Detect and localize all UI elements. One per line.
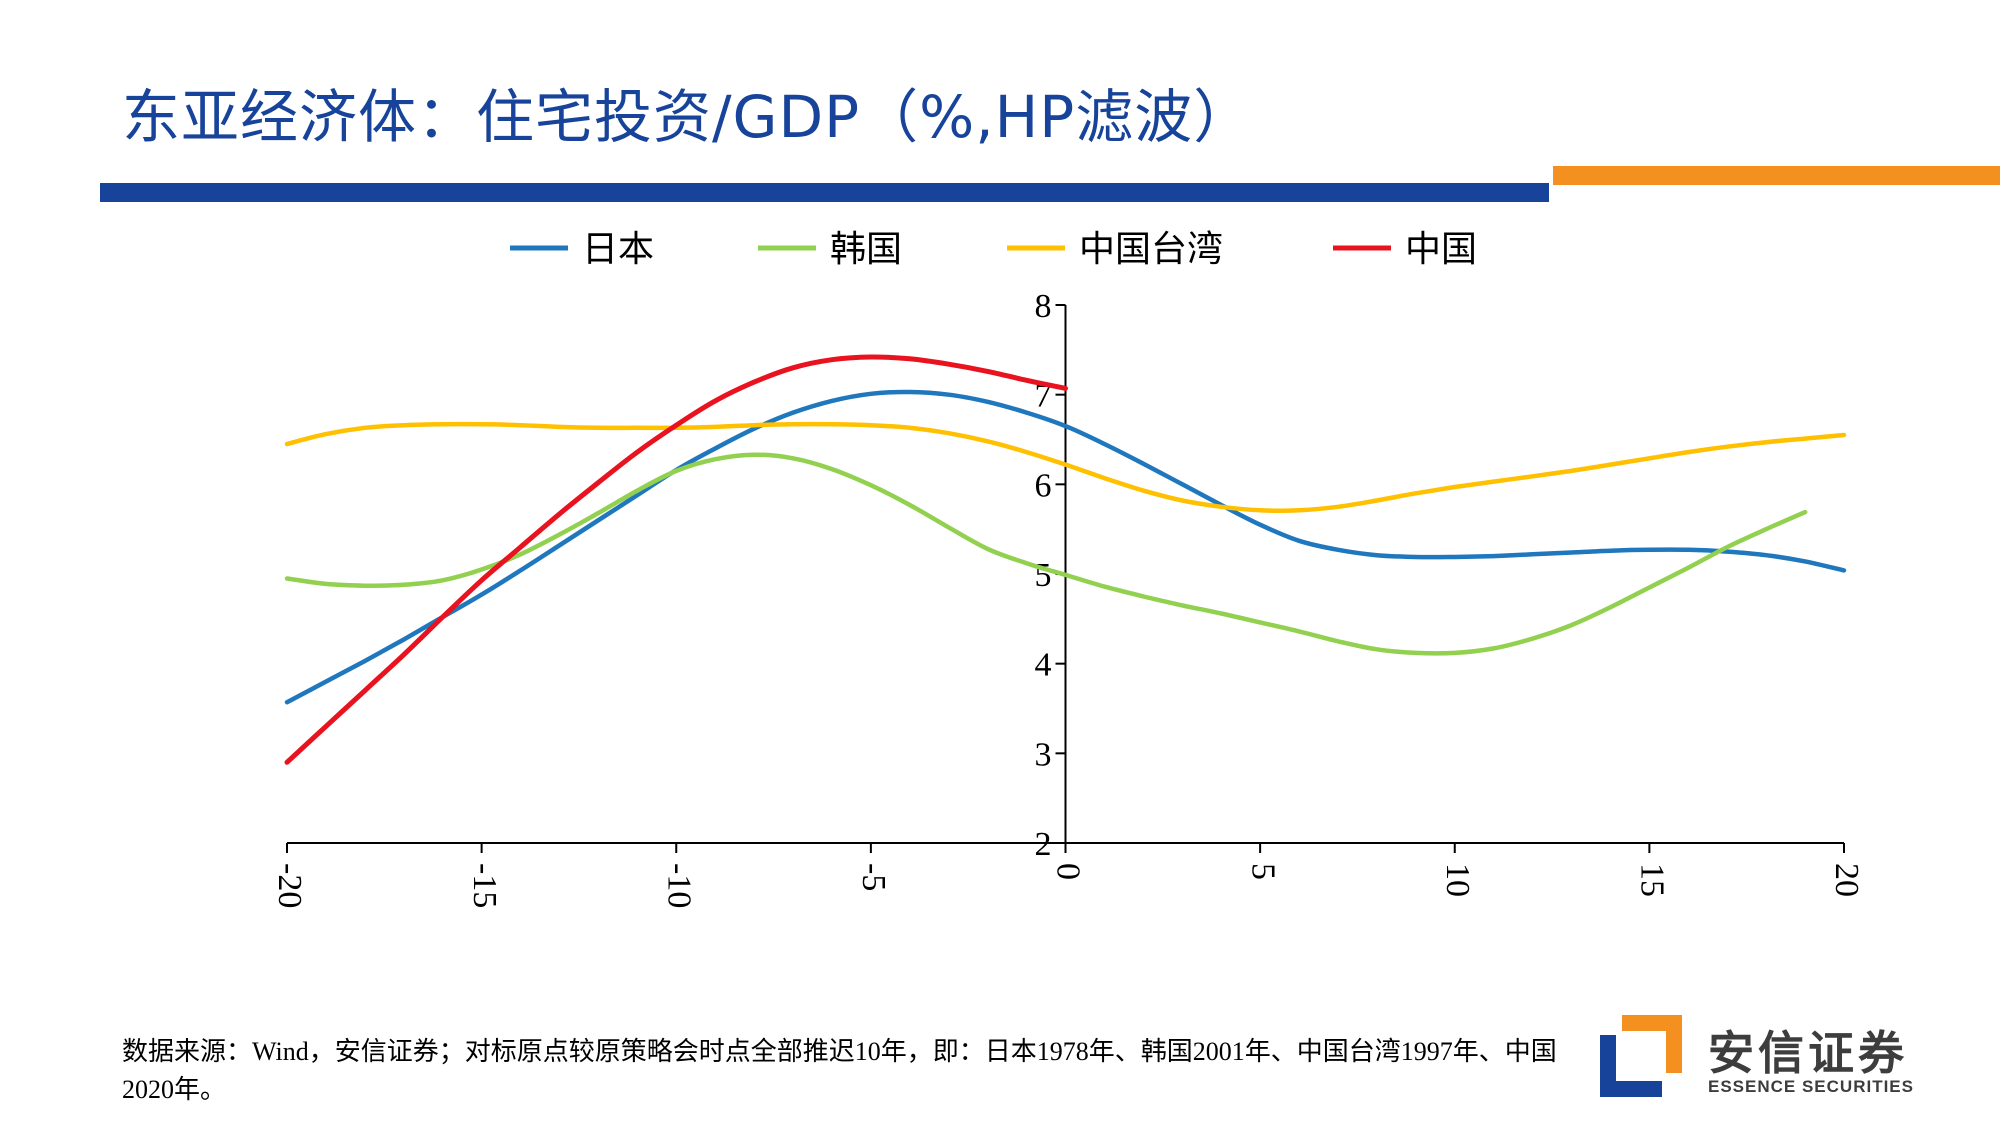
legend-label: 中国	[1405, 229, 1477, 270]
y-tick-label: 3	[1035, 736, 1052, 773]
y-tick-label: 2	[1035, 826, 1052, 863]
x-tick-label: 10	[1439, 863, 1476, 897]
logo-icon	[1600, 1015, 1682, 1097]
legend-label: 韩国	[830, 229, 902, 270]
company-logo: 安信证券 ESSENCE SECURITIES	[1600, 1015, 1940, 1100]
series-line-korea	[284, 452, 1808, 656]
x-tick-label: 15	[1634, 863, 1671, 897]
x-tick-label: 5	[1244, 863, 1281, 880]
series-line-taiwan	[284, 421, 1847, 513]
accent-bar	[1553, 166, 2000, 185]
logo-text-cn: 安信证券	[1708, 1026, 1908, 1080]
logo-text-en: ESSENCE SECURITIES	[1708, 1077, 1914, 1096]
x-tick-label: 20	[1828, 863, 1865, 897]
legend-label: 中国台湾	[1079, 229, 1223, 270]
legend-label: 日本	[582, 229, 654, 270]
x-tick-label: -10	[660, 863, 697, 908]
y-tick-label: 4	[1035, 647, 1052, 684]
title-underline-bar	[100, 183, 1549, 202]
y-tick-label: 5	[1035, 557, 1052, 594]
x-tick-label: -15	[466, 863, 503, 908]
x-tick-label: 0	[1050, 863, 1087, 880]
y-tick-label: 6	[1035, 467, 1052, 504]
x-tick-label: -20	[271, 863, 308, 908]
series-line-japan	[284, 389, 1847, 705]
series-line-china	[284, 354, 1068, 765]
y-tick-label: 8	[1035, 288, 1052, 325]
page-title: 东亚经济体：住宅投资/GDP（%,HP滤波）	[122, 83, 1253, 151]
source-note: 数据来源：Wind，安信证券；对标原点较原策略会时点全部推迟10年，即：日本19…	[122, 1037, 1557, 1104]
x-tick-label: -5	[855, 863, 892, 891]
